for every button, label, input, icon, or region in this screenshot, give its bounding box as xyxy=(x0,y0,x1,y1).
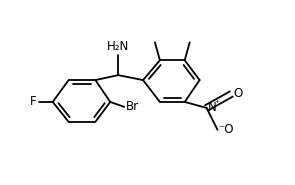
Text: Br: Br xyxy=(126,100,139,113)
Text: ⁻O: ⁻O xyxy=(219,123,234,136)
Text: ⁺: ⁺ xyxy=(214,99,219,108)
Text: N: N xyxy=(208,101,216,114)
Text: F: F xyxy=(30,95,37,108)
Text: H₂N: H₂N xyxy=(107,40,129,53)
Text: O: O xyxy=(233,88,242,100)
